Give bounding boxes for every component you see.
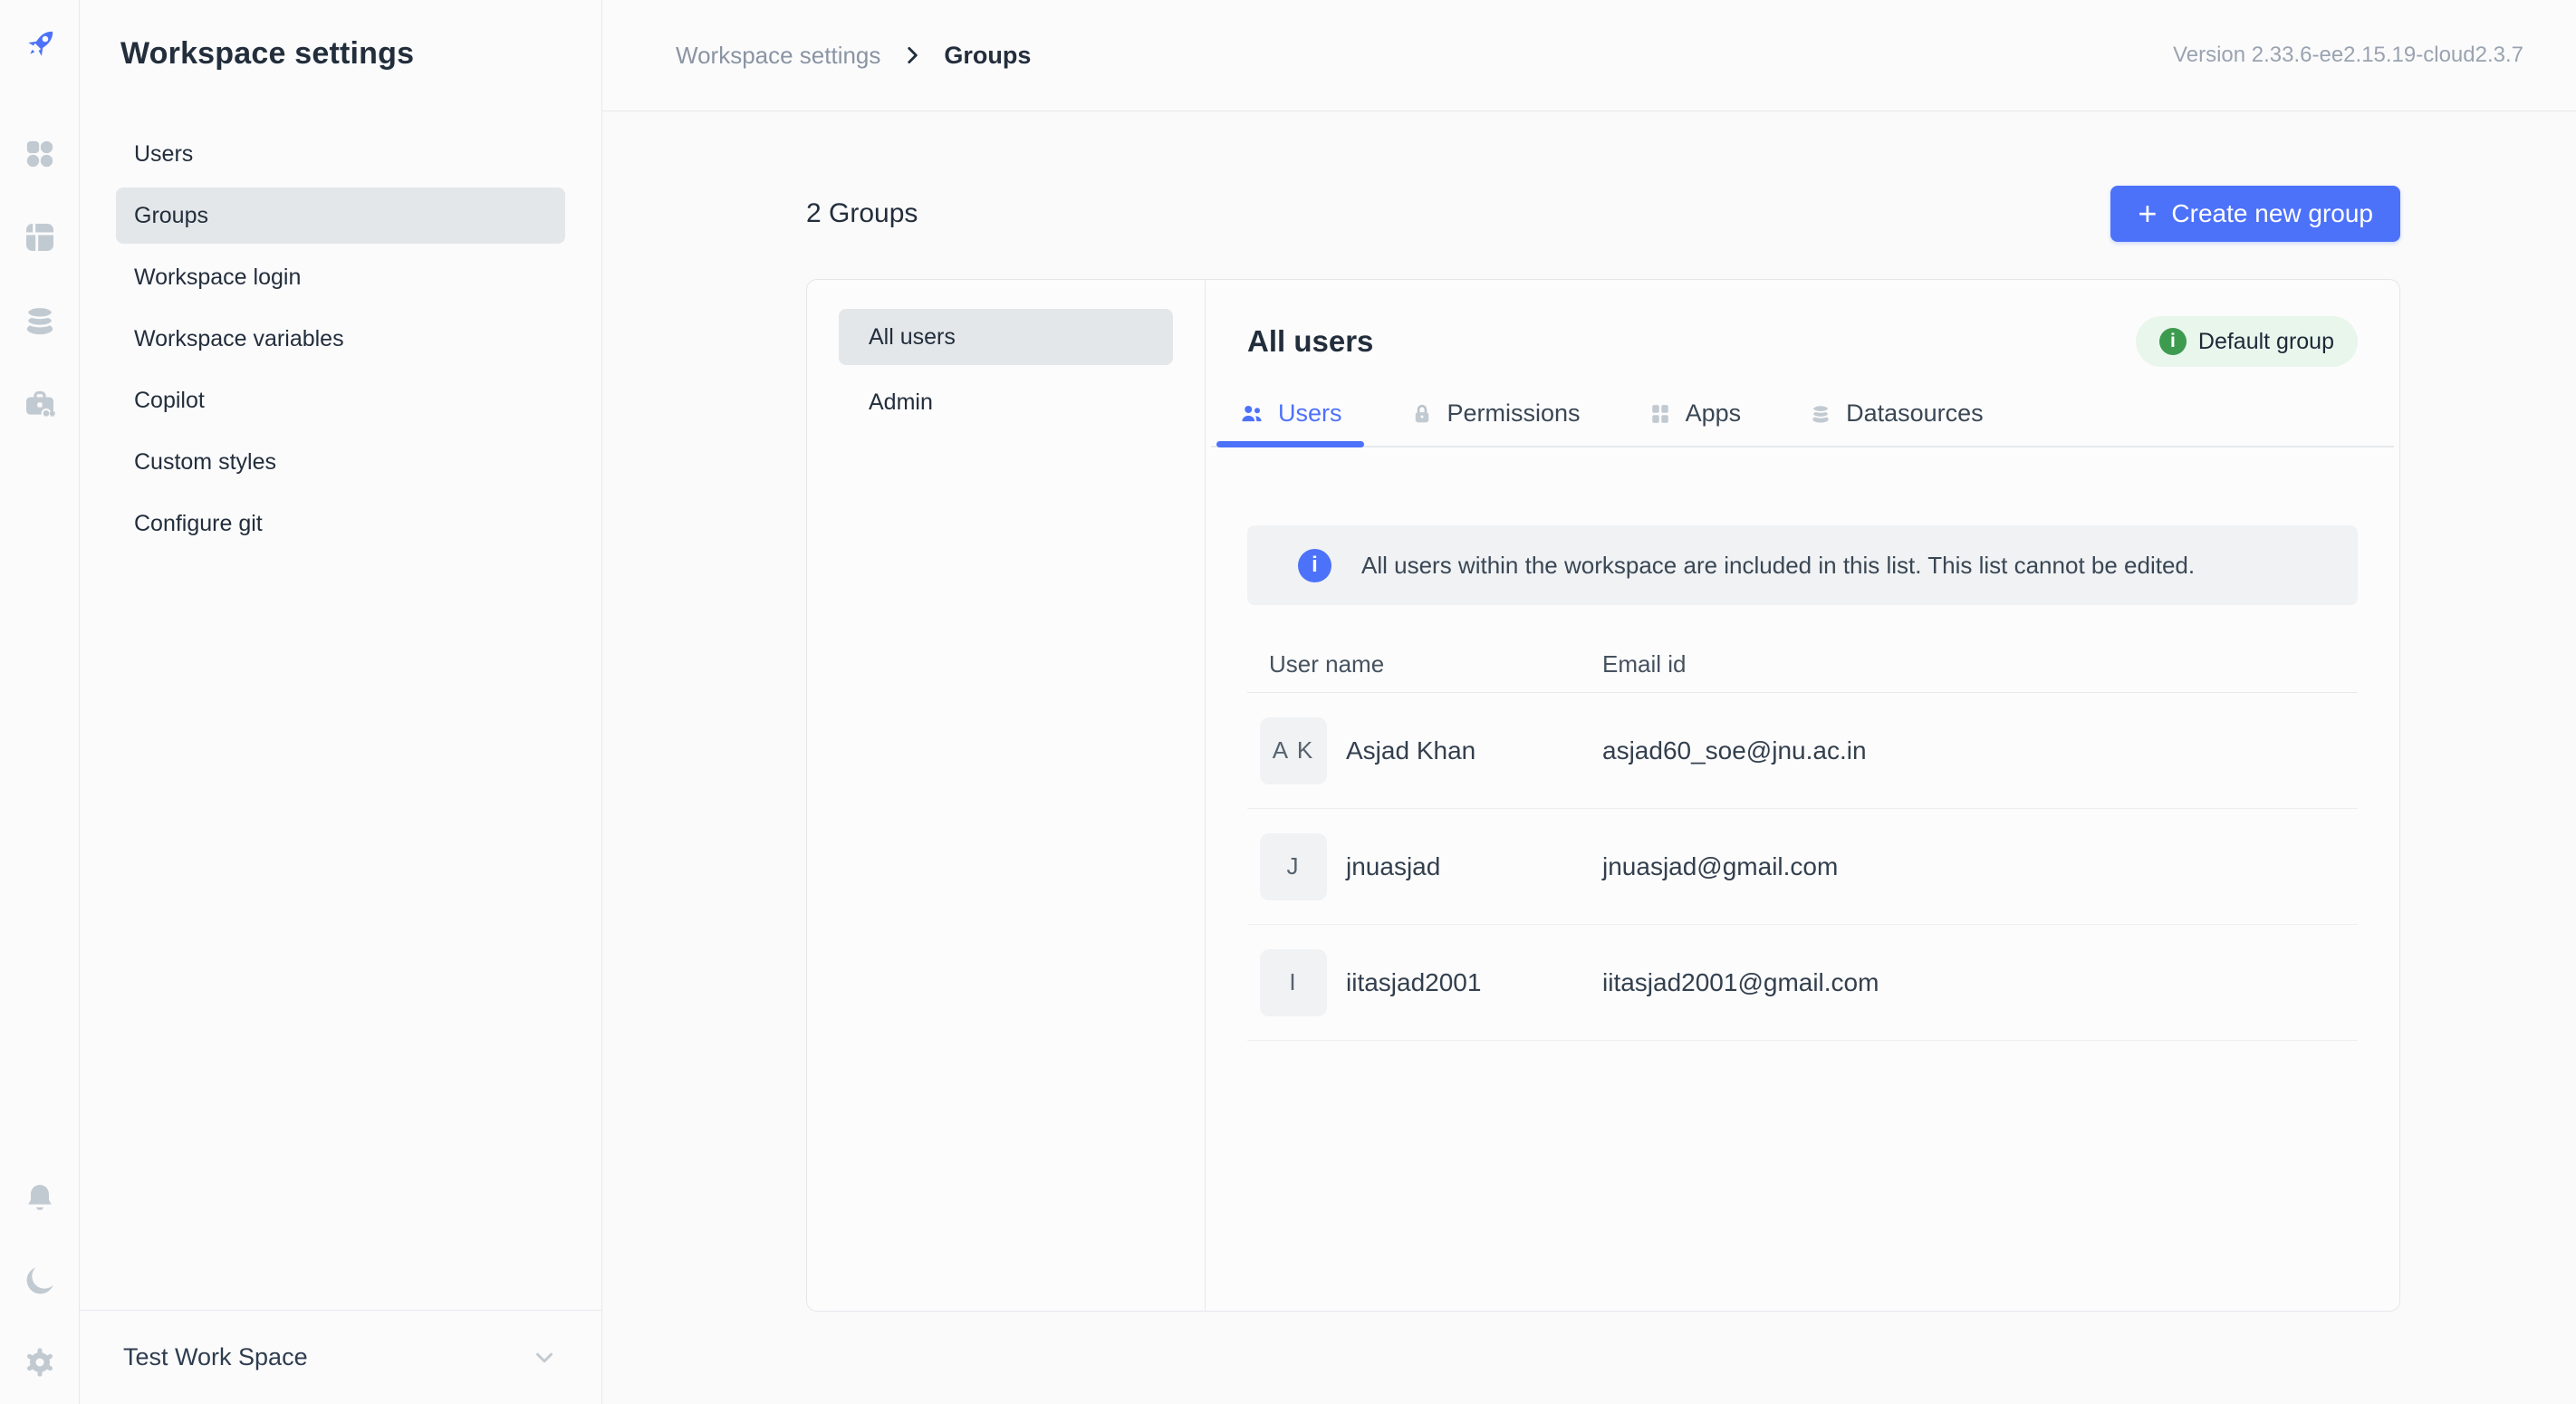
avatar: I [1260, 948, 1327, 1016]
tab-permissions[interactable]: Permissions [1388, 399, 1602, 446]
datasource-db-icon [1808, 401, 1833, 427]
tab-apps[interactable]: Apps [1626, 399, 1764, 446]
users-icon [1238, 400, 1265, 428]
column-user-name: User name [1269, 649, 1385, 678]
icon-rail [0, 0, 80, 1404]
users-table-header: User name Email id [1247, 636, 2358, 693]
rail-bottom-icons [22, 1181, 58, 1380]
workspace-name: Test Work Space [123, 1343, 308, 1370]
info-banner-text: All users within the workspace are inclu… [1361, 551, 2196, 579]
dark-mode-moon-icon[interactable] [22, 1263, 58, 1299]
column-email-id: Email id [1602, 649, 1687, 678]
layout-dashboard-icon[interactable] [22, 219, 58, 255]
users-table: User name Email id A K Asjad Khan asjad6… [1247, 636, 2358, 1041]
plus-icon: + [2138, 195, 2158, 232]
tab-users[interactable]: Users [1216, 399, 1364, 447]
main-area: Workspace settings Groups Version 2.33.6… [602, 0, 2576, 1404]
notifications-bell-icon[interactable] [22, 1181, 58, 1217]
group-item-all-users[interactable]: All users [839, 309, 1173, 365]
group-detail-header: All users i Default group [1247, 316, 2358, 367]
table-row: J jnuasjad jnuasjad@gmail.com [1247, 809, 2358, 925]
apps-grid-small-icon [1648, 401, 1673, 427]
settings-sidebar: Workspace settings Users Groups Workspac… [80, 0, 602, 1404]
version-label: Version 2.33.6-ee2.15.19-cloud2.3.7 [2173, 43, 2523, 67]
user-email: asjad60_soe@jnu.ac.in [1602, 736, 1867, 765]
toolbox-key-icon[interactable] [22, 386, 58, 422]
group-detail: All users i Default group [1206, 280, 2399, 1311]
sidebar-item-custom-styles[interactable]: Custom styles [134, 448, 276, 475]
sidebar-menu: Users Groups Workspace login Workspace v… [80, 126, 601, 552]
groups-card: All users Admin All users i Default grou… [806, 279, 2400, 1312]
sidebar-title: Workspace settings [120, 36, 415, 71]
user-name: jnuasjad [1346, 851, 1441, 880]
settings-gear-icon[interactable] [22, 1344, 58, 1380]
sidebar-item-workspace-variables[interactable]: Workspace variables [134, 325, 344, 351]
user-email: jnuasjad@gmail.com [1602, 851, 1839, 880]
breadcrumb-current: Groups [944, 41, 1032, 69]
group-item-admin[interactable]: Admin [869, 389, 933, 415]
chevron-down-icon [536, 1352, 553, 1362]
sidebar-item-copilot[interactable]: Copilot [134, 387, 205, 413]
table-row: I iitasjad2001 iitasjad2001@gmail.com [1247, 925, 2358, 1041]
sidebar-item-users[interactable]: Users [134, 140, 194, 167]
workspace-selector[interactable]: Test Work Space [80, 1310, 601, 1404]
info-banner: i All users within the workspace are inc… [1247, 525, 2358, 605]
avatar: J [1260, 832, 1327, 900]
create-new-group-button[interactable]: + Create new group [2110, 186, 2400, 242]
table-row: A K Asjad Khan asjad60_soe@jnu.ac.in [1247, 693, 2358, 809]
user-name: iitasjad2001 [1346, 967, 1482, 996]
avatar: A K [1260, 716, 1327, 784]
default-group-badge: i Default group [2135, 316, 2358, 367]
user-email: iitasjad2001@gmail.com [1602, 967, 1879, 996]
apps-grid-icon[interactable] [22, 136, 58, 172]
sidebar-item-configure-git[interactable]: Configure git [134, 510, 263, 536]
lock-icon [1409, 401, 1435, 427]
sidebar-item-workspace-login[interactable]: Workspace login [134, 264, 302, 290]
user-name: Asjad Khan [1346, 736, 1476, 765]
breadcrumb-root-link[interactable]: Workspace settings [676, 41, 881, 69]
group-list: All users Admin [807, 280, 1206, 1311]
sidebar-item-groups[interactable]: Groups [116, 188, 565, 244]
groups-count: 2 Groups [806, 198, 918, 228]
database-icon[interactable] [22, 303, 58, 339]
breadcrumb-bar: Workspace settings Groups Version 2.33.6… [602, 0, 2576, 111]
group-title: All users [1247, 324, 1374, 358]
info-circle-blue-icon: i [1298, 548, 1331, 582]
info-circle-green-icon: i [2158, 328, 2187, 355]
tab-datasources[interactable]: Datasources [1786, 399, 2005, 446]
groups-content: 2 Groups + Create new group All users Ad… [602, 111, 2576, 1404]
app-logo-rocket-icon[interactable] [19, 24, 61, 65]
group-detail-tabs: Users Permissions [1211, 399, 2394, 447]
chevron-right-icon [900, 43, 924, 67]
